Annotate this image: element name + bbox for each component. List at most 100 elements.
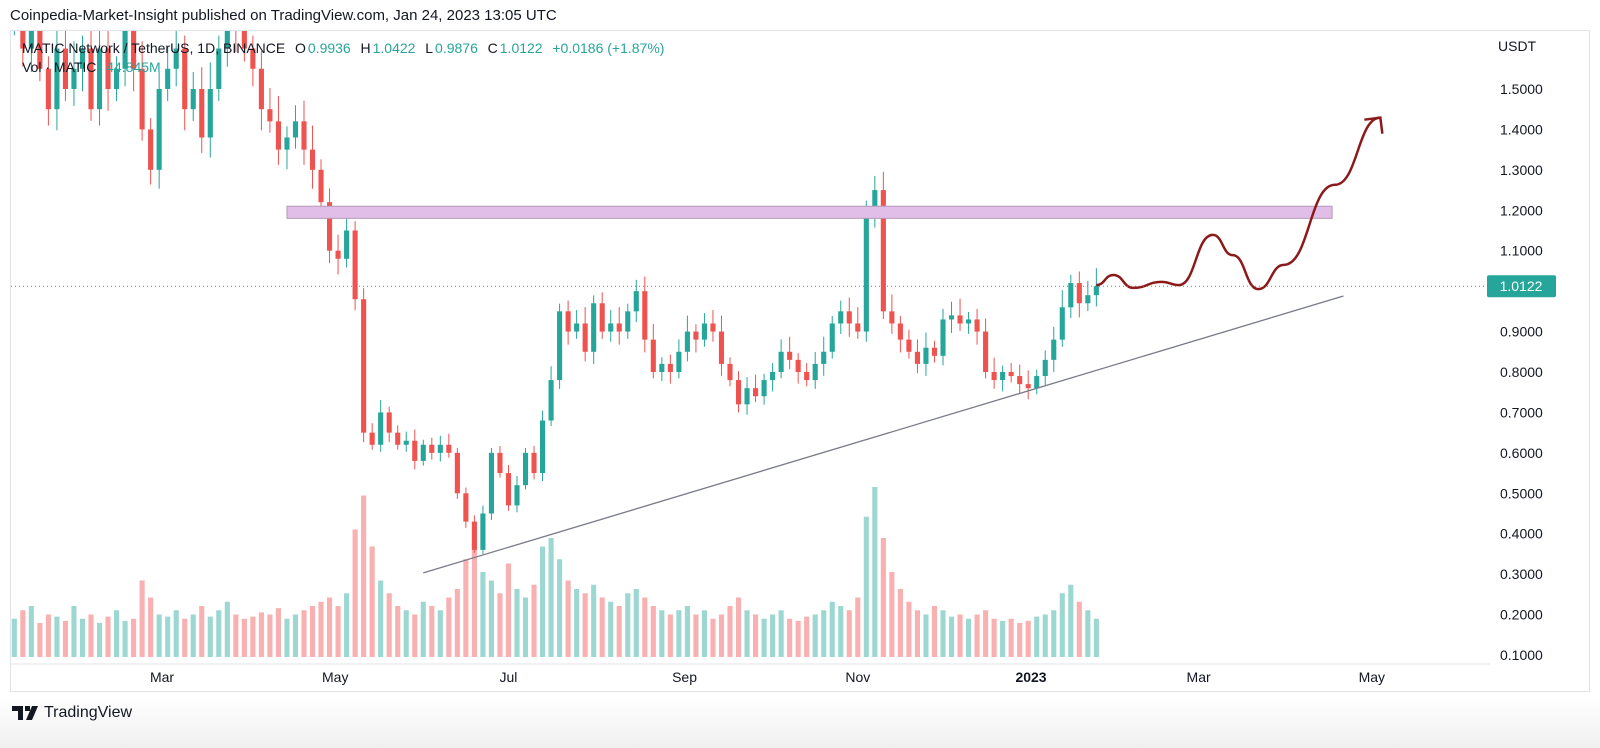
y-tick-label: 0.5000 bbox=[1500, 485, 1543, 501]
candlestick-chart[interactable]: 1.0122 1.5000 1.4000 1.3000 1.2000 1.1000 0.90… bbox=[0, 0, 1600, 695]
candle-body bbox=[897, 323, 903, 340]
volume-bar bbox=[659, 610, 665, 657]
volume-bar bbox=[940, 610, 946, 657]
volume-bar bbox=[1093, 618, 1099, 657]
candle-body bbox=[165, 68, 171, 89]
candle-body bbox=[505, 473, 512, 506]
resistance-zone bbox=[286, 205, 1333, 219]
candle-body bbox=[148, 129, 154, 170]
candle-body bbox=[701, 323, 707, 340]
volume-bar bbox=[139, 580, 145, 657]
brand-name: TradingView bbox=[44, 704, 133, 721]
y-tick-label: 1.5000 bbox=[1500, 81, 1543, 97]
y-tick-label: 0.2000 bbox=[1500, 607, 1543, 623]
candle-body bbox=[301, 121, 307, 150]
x-tick-label: Mar bbox=[150, 669, 174, 685]
volume-bar bbox=[28, 606, 34, 657]
volume-bar bbox=[540, 546, 546, 657]
candle-body bbox=[974, 319, 980, 332]
volume-bar bbox=[855, 597, 861, 657]
volume-bar bbox=[838, 606, 844, 657]
volume-bar bbox=[710, 618, 716, 657]
volume-bar bbox=[403, 610, 409, 657]
volume-bar bbox=[250, 616, 256, 657]
volume-bar bbox=[344, 593, 350, 657]
candle-body bbox=[54, 48, 60, 110]
y-tick-label: 0.8000 bbox=[1500, 364, 1543, 380]
candle-body bbox=[1085, 295, 1091, 304]
volume-bar bbox=[846, 610, 852, 657]
volume-bar bbox=[514, 589, 520, 657]
trendline bbox=[423, 295, 1344, 574]
volume-bar bbox=[761, 618, 767, 657]
y-tick-label: 0.7000 bbox=[1500, 404, 1543, 420]
candle-body bbox=[335, 250, 341, 259]
volume-bar bbox=[471, 542, 477, 657]
candle-body bbox=[156, 88, 162, 170]
projection-arrowhead-icon bbox=[1364, 116, 1384, 134]
volume-label[interactable]: Vol · MATIC bbox=[22, 59, 97, 75]
candle-body bbox=[199, 88, 205, 138]
candle-body bbox=[105, 48, 111, 89]
footer bbox=[0, 695, 1600, 748]
volume-bar bbox=[889, 572, 895, 657]
candle-body bbox=[625, 311, 631, 332]
x-tick-label: 2023 bbox=[1015, 669, 1046, 685]
volume-bar bbox=[182, 618, 188, 657]
volume-bar bbox=[395, 606, 401, 657]
close-label: C bbox=[487, 40, 498, 56]
volume-bar bbox=[258, 612, 264, 657]
candle-body bbox=[233, 8, 238, 28]
volume-bar bbox=[497, 593, 503, 657]
candle-body bbox=[633, 291, 639, 312]
volume-bar bbox=[1034, 616, 1040, 657]
volume-bar bbox=[948, 616, 955, 657]
volume-bar bbox=[284, 618, 290, 657]
candle-body bbox=[693, 331, 699, 340]
y-tick-label: 0.9000 bbox=[1500, 324, 1543, 340]
candle-body bbox=[88, 48, 94, 110]
volume-bar bbox=[454, 589, 460, 657]
volume-bar bbox=[684, 606, 690, 657]
volume-bar bbox=[20, 610, 26, 657]
candle-body bbox=[1059, 307, 1065, 340]
volume-bar bbox=[957, 614, 963, 657]
volume-bar bbox=[327, 597, 333, 657]
candle-body bbox=[727, 363, 733, 381]
candle-body bbox=[412, 440, 418, 461]
candle-body bbox=[488, 452, 494, 514]
volume-bar bbox=[625, 593, 631, 657]
candle-body bbox=[821, 351, 827, 364]
volume-bar bbox=[676, 610, 682, 657]
volume-bar bbox=[872, 487, 878, 657]
low-label: L bbox=[425, 40, 434, 56]
volume-bar bbox=[437, 610, 443, 657]
volume-bar bbox=[463, 559, 469, 657]
volume-bar bbox=[735, 597, 742, 657]
volume-bar bbox=[923, 614, 929, 657]
candle-body bbox=[403, 440, 409, 445]
volume-bar bbox=[309, 606, 316, 657]
volume-bar bbox=[829, 601, 835, 657]
candle-body bbox=[1093, 286, 1099, 296]
volume-bar bbox=[1025, 620, 1031, 657]
candle-body bbox=[514, 485, 520, 506]
volume-bar bbox=[224, 601, 230, 657]
volume-bar bbox=[352, 529, 358, 657]
publication-note: Coinpedia-Market-Insight published on Tr… bbox=[10, 7, 557, 24]
candle-body bbox=[923, 347, 929, 364]
candle-body bbox=[292, 121, 299, 138]
candle-body bbox=[744, 388, 750, 405]
candle-body bbox=[608, 323, 614, 332]
candle-body bbox=[948, 315, 955, 320]
candle-body bbox=[1025, 384, 1031, 389]
symbol-label[interactable]: MATIC Network / TetherUS, 1D, BINANCE bbox=[22, 40, 286, 56]
volume-bar bbox=[608, 601, 614, 657]
candle-body bbox=[20, 31, 26, 49]
volume-bar bbox=[557, 559, 563, 657]
candle-body bbox=[361, 299, 367, 433]
tradingview-brand[interactable]: TradingView bbox=[12, 704, 132, 722]
candle-body bbox=[778, 351, 784, 372]
volume-bar bbox=[361, 495, 367, 657]
candle-body bbox=[1008, 371, 1014, 377]
